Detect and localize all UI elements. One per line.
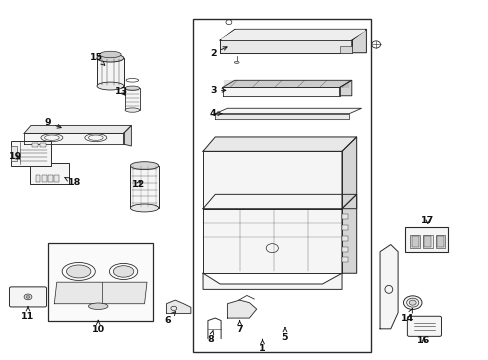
Text: 4: 4: [209, 109, 222, 118]
Ellipse shape: [88, 303, 108, 310]
Bar: [54, 175, 59, 182]
Bar: [422, 234, 432, 248]
Text: 17: 17: [420, 216, 433, 225]
Bar: [11, 146, 17, 161]
Polygon shape: [54, 282, 147, 304]
Bar: [409, 234, 419, 248]
Polygon shape: [341, 194, 356, 273]
Polygon shape: [123, 126, 131, 146]
FancyBboxPatch shape: [407, 316, 441, 336]
Bar: [435, 234, 445, 248]
Bar: [48, 243, 153, 320]
Bar: [339, 46, 351, 53]
Bar: [97, 58, 124, 86]
Polygon shape: [203, 194, 356, 209]
Polygon shape: [203, 151, 341, 209]
Bar: [411, 236, 418, 247]
Bar: [30, 163, 69, 184]
Ellipse shape: [234, 61, 239, 63]
Bar: [193, 19, 370, 352]
Bar: [125, 88, 140, 110]
Text: 8: 8: [206, 330, 213, 344]
Ellipse shape: [403, 296, 421, 310]
Bar: [424, 236, 430, 247]
Ellipse shape: [97, 82, 123, 90]
Ellipse shape: [113, 266, 134, 277]
Ellipse shape: [125, 108, 140, 112]
Polygon shape: [215, 108, 361, 114]
Text: 1: 1: [259, 339, 265, 353]
Polygon shape: [379, 244, 397, 329]
Ellipse shape: [26, 296, 30, 298]
Text: 2: 2: [209, 47, 226, 58]
Text: 5: 5: [281, 328, 287, 342]
Ellipse shape: [406, 298, 418, 307]
Bar: [11, 141, 51, 166]
Polygon shape: [227, 300, 256, 318]
Text: 19: 19: [9, 152, 22, 161]
Ellipse shape: [408, 300, 415, 305]
Bar: [42, 175, 46, 182]
Bar: [32, 143, 38, 147]
Ellipse shape: [130, 162, 158, 170]
Text: 15: 15: [89, 53, 104, 65]
Bar: [48, 175, 53, 182]
Text: 11: 11: [21, 307, 35, 321]
Polygon shape: [341, 137, 356, 209]
Polygon shape: [166, 300, 190, 314]
Polygon shape: [24, 134, 123, 144]
Bar: [40, 143, 45, 147]
Text: 7: 7: [236, 320, 243, 334]
Bar: [341, 236, 347, 241]
Polygon shape: [215, 114, 348, 119]
Bar: [36, 175, 40, 182]
Polygon shape: [222, 80, 351, 87]
Text: 6: 6: [164, 312, 175, 325]
Bar: [130, 166, 158, 208]
Ellipse shape: [100, 51, 121, 58]
Text: 14: 14: [401, 309, 414, 323]
Text: 9: 9: [44, 118, 61, 128]
Ellipse shape: [24, 294, 32, 300]
Ellipse shape: [125, 86, 140, 90]
Polygon shape: [339, 80, 351, 96]
Text: 18: 18: [65, 177, 81, 187]
Polygon shape: [351, 30, 366, 53]
Polygon shape: [221, 31, 364, 40]
Polygon shape: [220, 30, 366, 40]
Text: 13: 13: [115, 86, 128, 95]
Bar: [341, 247, 347, 252]
Polygon shape: [222, 87, 339, 96]
Text: 3: 3: [210, 86, 225, 95]
Polygon shape: [203, 137, 356, 151]
FancyBboxPatch shape: [9, 287, 46, 307]
Polygon shape: [220, 40, 351, 53]
Polygon shape: [203, 209, 341, 273]
Ellipse shape: [97, 54, 123, 62]
Bar: [341, 257, 347, 262]
Text: 10: 10: [91, 320, 104, 334]
Bar: [341, 215, 347, 220]
Bar: [436, 236, 443, 247]
Bar: [341, 225, 347, 230]
Polygon shape: [24, 126, 131, 134]
Bar: [405, 226, 447, 252]
Polygon shape: [203, 273, 341, 289]
Ellipse shape: [130, 204, 158, 212]
Ellipse shape: [66, 265, 91, 278]
Text: 16: 16: [416, 336, 430, 345]
Text: 12: 12: [131, 180, 144, 189]
